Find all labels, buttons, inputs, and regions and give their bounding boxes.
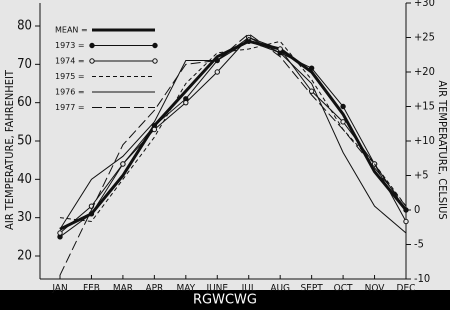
- series-marker: [277, 46, 283, 52]
- y2-tick-label: +10: [414, 134, 435, 147]
- y2-tick-label: +20: [414, 65, 435, 78]
- legend-marker: [152, 42, 158, 49]
- x-tick-label: MAY: [176, 283, 195, 294]
- legend-marker: [152, 58, 158, 64]
- x-tick-label: JAN: [51, 283, 67, 294]
- series-line: [59, 36, 407, 234]
- legend-marker: [89, 58, 95, 64]
- x-tick-label: APR: [145, 283, 163, 294]
- y-tick-label: 70: [17, 57, 32, 72]
- series-line: [59, 40, 407, 238]
- y-tick-label: 40: [17, 172, 32, 187]
- legend-label: 1975 =: [55, 72, 85, 81]
- x-tick-label: DEC: [397, 283, 416, 294]
- series-marker: [151, 126, 158, 133]
- y-axis-label: AIR TEMPERATURE, FAHRENHEIT: [3, 69, 16, 230]
- y2-tick-label: +25: [414, 31, 435, 44]
- y-tick-label: 50: [17, 134, 32, 149]
- y2-tick-label: -5: [414, 238, 424, 251]
- y2-tick-label: +30: [414, 0, 435, 9]
- x-tick-label: JUL: [241, 283, 256, 294]
- series-marker: [403, 207, 409, 213]
- x-tick-label: FEB: [83, 283, 100, 294]
- y-tick-label: 30: [17, 210, 32, 225]
- series-marker: [57, 230, 63, 236]
- series-marker: [120, 161, 126, 167]
- y2-tick-label: +5: [414, 169, 429, 182]
- series-marker: [340, 103, 346, 110]
- watermark: RGWCWG: [193, 293, 257, 308]
- series-line: [59, 33, 407, 276]
- plot-background: [0, 0, 450, 290]
- series-marker: [214, 69, 220, 75]
- y-tick-label: 80: [17, 19, 32, 34]
- x-tick-label: MAR: [113, 283, 133, 294]
- x-tick-label: SEPT: [300, 283, 323, 294]
- series-marker: [88, 211, 95, 217]
- x-tick-label: OCT: [334, 283, 353, 294]
- legend-label: 1977 =: [55, 103, 85, 112]
- footer-bar: [0, 290, 450, 310]
- legend-label: 1976 =: [55, 88, 85, 97]
- series-marker: [340, 119, 346, 125]
- series-line: [59, 36, 407, 234]
- legend-label: 1973 =: [55, 41, 85, 50]
- legend-label: MEAN =: [55, 26, 88, 35]
- x-tick-label: JUNE: [205, 283, 228, 294]
- y-tick-label: 20: [17, 249, 32, 264]
- x-tick-label: NOV: [365, 283, 386, 294]
- y2-axis-label: AIR TEMPERATURE, CELSIUS: [436, 80, 449, 219]
- x-tick-label: AUG: [270, 283, 290, 294]
- series-marker: [403, 218, 409, 225]
- legend-marker: [89, 42, 95, 49]
- series-marker: [308, 88, 315, 94]
- y2-tick-label: 0: [414, 203, 420, 216]
- legend-label: 1974 =: [55, 57, 85, 66]
- series-marker: [183, 99, 189, 106]
- y2-tick-label: +15: [414, 100, 435, 113]
- y-tick-label: 60: [17, 95, 32, 110]
- series-marker: [308, 65, 315, 71]
- y2-tick-label: -10: [414, 272, 430, 285]
